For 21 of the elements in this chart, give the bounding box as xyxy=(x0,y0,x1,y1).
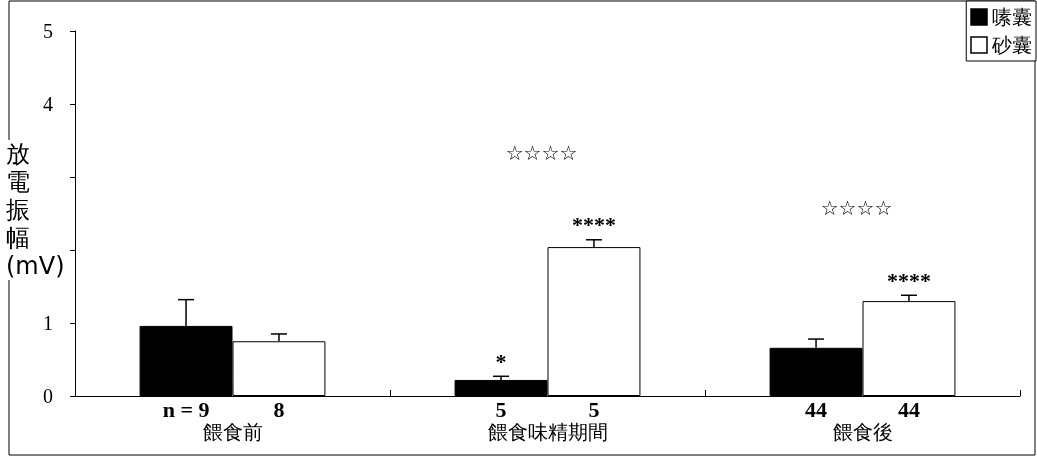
data-label: **** xyxy=(886,267,931,293)
y-tick-label: 5 xyxy=(43,20,53,42)
annotation: 44 xyxy=(805,396,828,422)
y-tick-label: 4 xyxy=(43,93,53,115)
annotation: ☆☆☆☆ xyxy=(505,140,578,165)
x-tick-label: 餵食後 xyxy=(832,420,893,444)
y-tick-label: 1 xyxy=(43,312,53,334)
annotation: 44 xyxy=(897,396,920,422)
x-tick-label: 餵食味精期間 xyxy=(487,420,608,444)
annotation: 5 xyxy=(588,396,600,422)
y-axis-title: 放電振幅 (mV) xyxy=(6,140,65,280)
annotation: ☆☆☆☆ xyxy=(820,196,893,221)
data-label: * xyxy=(495,348,507,374)
x-tick-label: 餵食前 xyxy=(202,420,263,444)
legend-label: 嗉囊 xyxy=(992,5,1032,29)
data-label: **** xyxy=(571,212,616,238)
annotation: n = 9 xyxy=(162,396,210,422)
annotation: 5 xyxy=(495,396,507,422)
annotation: 8 xyxy=(273,396,285,422)
y-tick-label: 0 xyxy=(43,385,53,407)
legend-label: 砂囊 xyxy=(991,33,1032,57)
